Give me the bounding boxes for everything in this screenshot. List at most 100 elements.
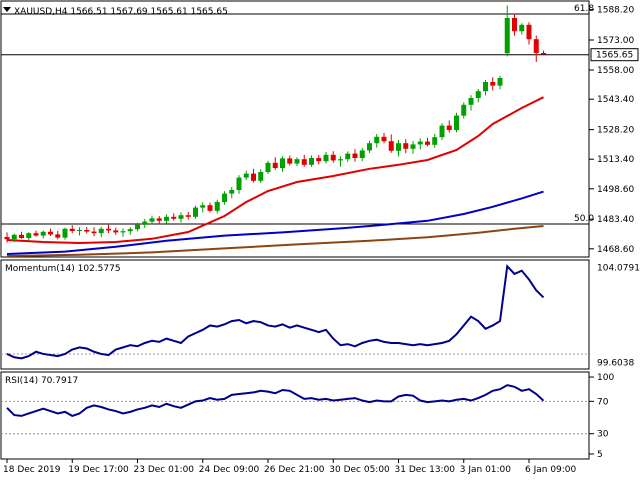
candle xyxy=(541,50,546,55)
candle-body xyxy=(403,143,409,149)
candle-body xyxy=(251,173,256,181)
time-axis-label: 6 Jan 09:00 xyxy=(525,465,577,475)
candle-body xyxy=(446,125,452,130)
candle xyxy=(77,227,82,236)
candle xyxy=(526,22,532,45)
candle-body xyxy=(468,98,474,105)
candle xyxy=(338,156,343,167)
candle xyxy=(4,232,10,243)
candle xyxy=(417,138,423,150)
rsi-pane-frame xyxy=(0,371,590,460)
candle-body xyxy=(185,215,191,217)
time-axis-label: 23 Dec 01:00 xyxy=(134,465,195,475)
candle-body xyxy=(55,234,61,238)
momentum-axis: 104.0791 99.6038 xyxy=(597,264,640,369)
candle xyxy=(120,228,126,237)
candle-body xyxy=(475,91,481,98)
candle-body xyxy=(533,39,539,53)
candle xyxy=(403,139,409,154)
candle xyxy=(316,155,322,165)
candle xyxy=(425,137,430,147)
price-axis: 1588.20 1573.00 1558.00 1543.40 1528.20 1513.… xyxy=(589,6,639,255)
candle xyxy=(265,160,271,174)
price-axis-label: 1573.00 xyxy=(597,36,634,46)
time-axis-label: 19 Dec 17:00 xyxy=(68,465,129,475)
candle-body xyxy=(483,82,488,92)
ma-blue-line xyxy=(6,190,544,255)
candle xyxy=(113,227,119,235)
candle-body xyxy=(243,173,249,178)
candle-body xyxy=(193,207,198,217)
candle-body xyxy=(69,228,75,231)
candle-body xyxy=(200,205,206,208)
candle-body xyxy=(214,202,220,211)
rsi-line xyxy=(1,384,589,435)
candle xyxy=(142,219,148,228)
symbol-ohlc-label: XAUUSD,H4 1566.51 1567.69 1565.61 1565.6… xyxy=(14,7,228,17)
candle-body xyxy=(338,159,343,161)
candle xyxy=(490,77,496,91)
candle xyxy=(309,155,314,167)
candle-body xyxy=(171,216,177,219)
candle-body xyxy=(48,231,53,235)
candle-body xyxy=(40,231,46,236)
candle xyxy=(345,151,351,162)
candle xyxy=(294,157,300,166)
candle xyxy=(359,148,365,162)
candle xyxy=(519,23,525,35)
candle-body xyxy=(26,233,32,238)
time-axis: 18 Dec 2019 19 Dec 17:00 23 Dec 01:00 24 De… xyxy=(3,459,577,475)
candle xyxy=(62,227,68,240)
momentum-label: Momentum(14) 102.5775 xyxy=(5,264,121,274)
candle-body xyxy=(519,24,525,32)
candle-body xyxy=(222,193,227,202)
candle-body xyxy=(410,144,416,149)
price-pane: 61.8 50.0 XAUUSD,H4 1566.51 1567.69 1565.… xyxy=(0,0,594,258)
moving-averages xyxy=(6,96,544,257)
momentum-line xyxy=(1,264,589,360)
candle-body xyxy=(316,158,322,162)
candle xyxy=(330,151,336,163)
rsi-pane: RSI(14) 70.7917 xyxy=(0,371,590,460)
candle xyxy=(26,232,32,241)
time-axis-label: 3 Jan 01:00 xyxy=(460,465,512,475)
dropdown-triangle-icon[interactable] xyxy=(3,7,11,12)
candle-body xyxy=(91,231,97,234)
candle-body xyxy=(541,53,546,55)
price-axis-label: 1528.20 xyxy=(597,126,634,136)
candle xyxy=(381,133,387,144)
candle xyxy=(149,215,155,225)
candle-body xyxy=(352,153,358,158)
candle-body xyxy=(135,224,140,230)
current-price-box xyxy=(590,48,639,62)
candle xyxy=(243,170,249,180)
candle-body xyxy=(432,137,438,145)
candle xyxy=(98,226,104,238)
candle-body xyxy=(374,136,380,144)
candle-body xyxy=(417,141,423,145)
candle-body xyxy=(294,159,300,164)
momentum-pane-frame xyxy=(0,259,590,370)
candle-body xyxy=(396,143,401,151)
candle xyxy=(352,149,358,162)
candle xyxy=(483,80,488,96)
time-axis-label: 26 Dec 21:00 xyxy=(264,465,325,475)
candle xyxy=(323,152,329,164)
candle-body xyxy=(330,154,336,161)
rsi-axis-label: 30 xyxy=(597,430,609,440)
candle xyxy=(91,227,97,237)
candle xyxy=(454,112,459,133)
candle-body xyxy=(359,150,365,158)
time-axis-label: 31 Dec 13:00 xyxy=(395,465,456,475)
candle xyxy=(19,231,24,239)
candle xyxy=(171,213,177,221)
price-axis-label: 1498.60 xyxy=(597,185,634,195)
candle-body xyxy=(229,190,235,194)
candle-body xyxy=(207,205,213,211)
candle-body xyxy=(62,228,68,238)
price-axis-label: 1558.00 xyxy=(597,66,634,76)
candle-body xyxy=(345,153,351,160)
candle xyxy=(280,156,285,172)
candle-body xyxy=(149,218,155,222)
candle-body xyxy=(120,231,126,233)
